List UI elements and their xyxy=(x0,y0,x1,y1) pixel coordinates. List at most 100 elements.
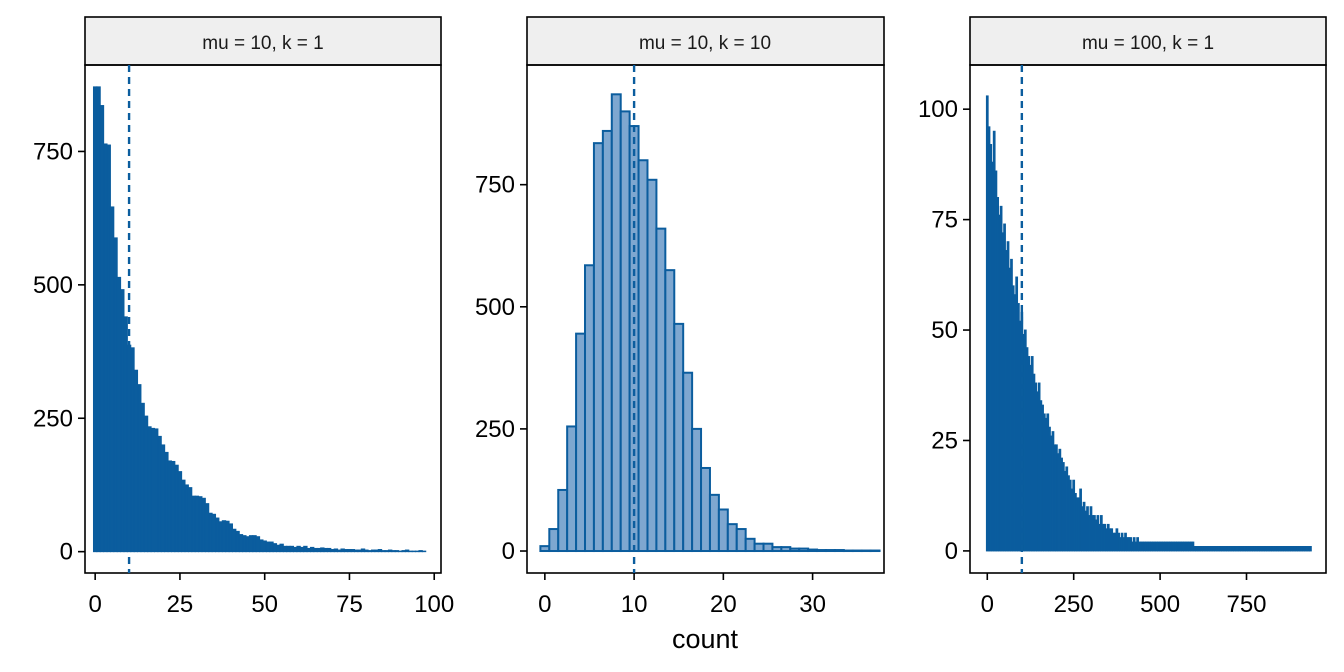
histogram-bar xyxy=(231,528,237,553)
histogram-bar xyxy=(377,549,383,553)
y-tick-label: 75 xyxy=(931,207,958,234)
histogram-bar xyxy=(201,497,206,553)
histogram-bar xyxy=(215,517,220,553)
x-axis-title: count xyxy=(672,624,739,654)
histogram-bar xyxy=(557,488,569,553)
histogram-bar xyxy=(539,545,551,553)
strip-background xyxy=(84,16,442,66)
histogram-bar xyxy=(708,493,720,553)
histogram-bar xyxy=(391,550,396,553)
histogram-bar xyxy=(1309,546,1312,552)
histogram-bar xyxy=(309,546,315,553)
histogram-bar xyxy=(109,206,115,553)
histogram-bar xyxy=(789,547,801,553)
histogram-bar xyxy=(655,227,667,553)
x-axis: 0 25 50 75 100 xyxy=(88,573,454,618)
histogram-bar xyxy=(211,513,217,553)
histogram-bar xyxy=(691,427,703,553)
histogram-bar xyxy=(248,535,254,553)
histogram-bar xyxy=(255,536,261,553)
y-tick-label: 0 xyxy=(945,538,958,565)
histogram-bar xyxy=(682,371,694,553)
histogram-bar xyxy=(174,464,179,553)
histogram-bar xyxy=(221,520,227,553)
histogram-bar xyxy=(204,503,210,553)
histogram-bar xyxy=(235,530,240,553)
histogram-bar xyxy=(218,521,223,553)
histogram-bar xyxy=(350,549,356,553)
histogram-bar xyxy=(780,546,792,553)
histogram-bar xyxy=(130,347,135,553)
x-tick-label: 25 xyxy=(167,591,194,618)
histogram-bar xyxy=(242,535,247,553)
histogram-bar xyxy=(289,545,295,553)
histogram-bar xyxy=(354,549,359,553)
histogram-bar xyxy=(113,237,118,553)
x-tick-label: 0 xyxy=(981,591,994,618)
histogram-bar xyxy=(860,549,872,553)
plot-frame xyxy=(84,64,442,574)
histogram-bar xyxy=(374,549,379,553)
histogram-bar xyxy=(116,276,122,553)
histogram-bar xyxy=(548,528,560,553)
bar-group xyxy=(539,65,881,573)
histogram-bar xyxy=(646,178,658,553)
strip-label: mu = 100, k = 1 xyxy=(1082,33,1214,54)
x-tick-label: 10 xyxy=(621,591,648,618)
histogram-bar xyxy=(164,451,169,553)
y-tick-label: 0 xyxy=(60,539,73,566)
histogram-bar xyxy=(833,549,845,553)
plot-frame xyxy=(969,64,1327,574)
histogram-bar xyxy=(306,547,311,553)
histogram-bar xyxy=(411,550,417,553)
histogram-bar xyxy=(726,523,738,553)
panel-mu100-k1: mu = 100, k = 1 0 25 50 75 100 0 250 500 750 xyxy=(918,16,1327,618)
histogram-bar xyxy=(357,549,362,553)
histogram-bar xyxy=(167,460,172,553)
histogram-bar xyxy=(398,550,403,553)
histogram-bar xyxy=(99,105,105,553)
histogram-bar xyxy=(269,541,274,553)
histogram-bar xyxy=(664,269,676,553)
strip-label: mu = 10, k = 1 xyxy=(202,33,323,54)
y-axis: 0 250 500 750 xyxy=(475,172,527,565)
x-tick-label: 250 xyxy=(1054,591,1094,618)
histogram-bar xyxy=(279,543,284,553)
histogram-bar xyxy=(421,550,427,553)
histogram-bar xyxy=(262,540,267,553)
x-axis: 0 250 500 750 xyxy=(981,573,1267,618)
histogram-bar xyxy=(343,549,349,553)
histogram-bar xyxy=(160,444,166,553)
histogram-bar xyxy=(401,550,406,553)
histogram-bar xyxy=(347,549,352,553)
histogram-bar xyxy=(337,549,342,553)
histogram-bar xyxy=(798,547,810,553)
x-tick-label: 750 xyxy=(1226,591,1266,618)
x-tick-label: 30 xyxy=(799,591,826,618)
y-axis: 0 250 500 750 xyxy=(33,138,85,566)
histogram-bar xyxy=(170,460,176,553)
histogram-bar xyxy=(238,534,244,553)
histogram-bar xyxy=(394,550,400,553)
histogram-bar xyxy=(177,471,183,553)
plot-frame xyxy=(526,64,885,574)
y-tick-label: 250 xyxy=(33,405,73,432)
bar-group xyxy=(985,65,1312,573)
histogram-bar xyxy=(296,545,301,553)
histogram-bar xyxy=(700,466,711,553)
histogram-bar xyxy=(340,548,345,553)
histogram-bar xyxy=(194,495,200,553)
histogram-bar xyxy=(293,546,298,553)
histogram-bar xyxy=(735,528,747,553)
histogram-bar xyxy=(566,425,578,553)
histogram-bar xyxy=(96,86,101,553)
histogram-bar xyxy=(753,542,765,553)
histogram-bar xyxy=(610,93,622,553)
histogram-bar xyxy=(869,549,881,553)
histogram-bar xyxy=(326,547,332,553)
histogram-bar xyxy=(592,142,604,553)
y-tick-label: 100 xyxy=(918,96,958,123)
histogram-bar xyxy=(320,547,325,553)
histogram-bar xyxy=(198,496,203,553)
histogram-bar xyxy=(807,548,819,553)
